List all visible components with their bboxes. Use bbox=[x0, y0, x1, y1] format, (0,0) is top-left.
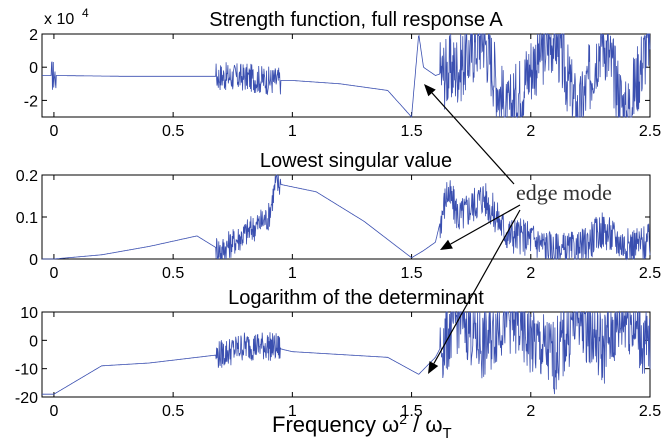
x-axis-label-main: Frequency ω bbox=[272, 412, 399, 437]
edge-mode-annotations: edge mode bbox=[424, 84, 612, 374]
panel-2: Lowest singular value 0 0.5 1 1.5 2 2.5 0.2 0.1 0 bbox=[16, 150, 661, 282]
edge-mode-arrow-3 bbox=[433, 209, 521, 364]
panel-1-ytick-label-2: -2 bbox=[24, 93, 38, 110]
panel-2-ytick-label-1: 0.1 bbox=[16, 210, 38, 227]
panel-3-trace bbox=[42, 310, 651, 395]
panel-1-title: Strength function, full response A bbox=[209, 9, 503, 31]
panel-2-title: Lowest singular value bbox=[260, 150, 452, 172]
panel-1-xtick-label-1: 0.5 bbox=[162, 123, 184, 140]
edge-mode-arrowhead-1 bbox=[424, 84, 436, 97]
panel-1-ytick-label-1: 0 bbox=[29, 60, 38, 77]
panel-2-xtick-label-4: 2 bbox=[526, 265, 535, 282]
panel-2-xtick-label-2: 1 bbox=[288, 265, 297, 282]
panel-1-xtick-label-2: 1 bbox=[288, 123, 297, 140]
panels: Strength function, full response A x 10 4 0… bbox=[15, 6, 661, 420]
panel-1-trace bbox=[42, 32, 651, 119]
panel-1-ytick-label-0: 2 bbox=[29, 27, 38, 44]
panel-3-ytick-label-2: -10 bbox=[15, 362, 38, 379]
panel-3-xtick-label-3: 1.5 bbox=[400, 403, 422, 420]
panel-3-ytick-label-1: 0 bbox=[29, 333, 38, 350]
x-axis-label-sub: T bbox=[443, 425, 452, 442]
panel-3-ytick-label-3: -20 bbox=[15, 390, 38, 407]
panel-3: Logarithm of the determinant 0 0.5 1 1.5 2 2.5… bbox=[15, 287, 661, 420]
panel-2-ytick-label-0: 0.2 bbox=[16, 168, 38, 185]
x-axis-label-sup: 2 bbox=[399, 411, 407, 427]
panel-3-title: Logarithm of the determinant bbox=[228, 287, 484, 309]
panel-1-xtick-label-0: 0 bbox=[49, 123, 58, 140]
panel-3-xtick-label-2: 1 bbox=[288, 403, 297, 420]
panel-2-xtick-label-5: 2.5 bbox=[639, 265, 661, 282]
panel-3-ytick-label-0: 10 bbox=[20, 305, 38, 322]
panel-3-xtick-label-0: 0 bbox=[49, 403, 58, 420]
panel-2-xtick-label-3: 1.5 bbox=[400, 265, 422, 282]
panel-3-xtick-label-5: 2.5 bbox=[639, 403, 661, 420]
edge-mode-arrow-1 bbox=[431, 92, 515, 185]
edge-mode-arrowhead-3 bbox=[428, 361, 439, 374]
panel-3-xtick-label-1: 0.5 bbox=[162, 403, 184, 420]
panel-1: Strength function, full response A x 10 4 0… bbox=[24, 6, 661, 140]
panel-1-multiplier-exp: 4 bbox=[82, 6, 89, 20]
panel-2-xtick-label-1: 0.5 bbox=[162, 265, 184, 282]
panel-1-multiplier: x 10 bbox=[44, 11, 74, 28]
panel-2-ytick-label-2: 0 bbox=[29, 252, 38, 269]
edge-mode-arrow-2 bbox=[450, 204, 521, 245]
x-axis-label-mid: / ω bbox=[407, 412, 443, 437]
panel-2-xtick-label-0: 0 bbox=[49, 265, 58, 282]
edge-mode-label: edge mode bbox=[516, 180, 612, 205]
panel-1-xtick-label-5: 2.5 bbox=[639, 123, 661, 140]
panel-3-xtick-label-4: 2 bbox=[526, 403, 535, 420]
panel-1-xtick-label-4: 2 bbox=[526, 123, 535, 140]
panel-2-trace bbox=[42, 174, 651, 261]
x-axis-label: Frequency ω2 / ωT bbox=[272, 411, 452, 442]
panel-1-xtick-label-3: 1.5 bbox=[400, 123, 422, 140]
edge-mode-arrowhead-2 bbox=[440, 239, 453, 250]
